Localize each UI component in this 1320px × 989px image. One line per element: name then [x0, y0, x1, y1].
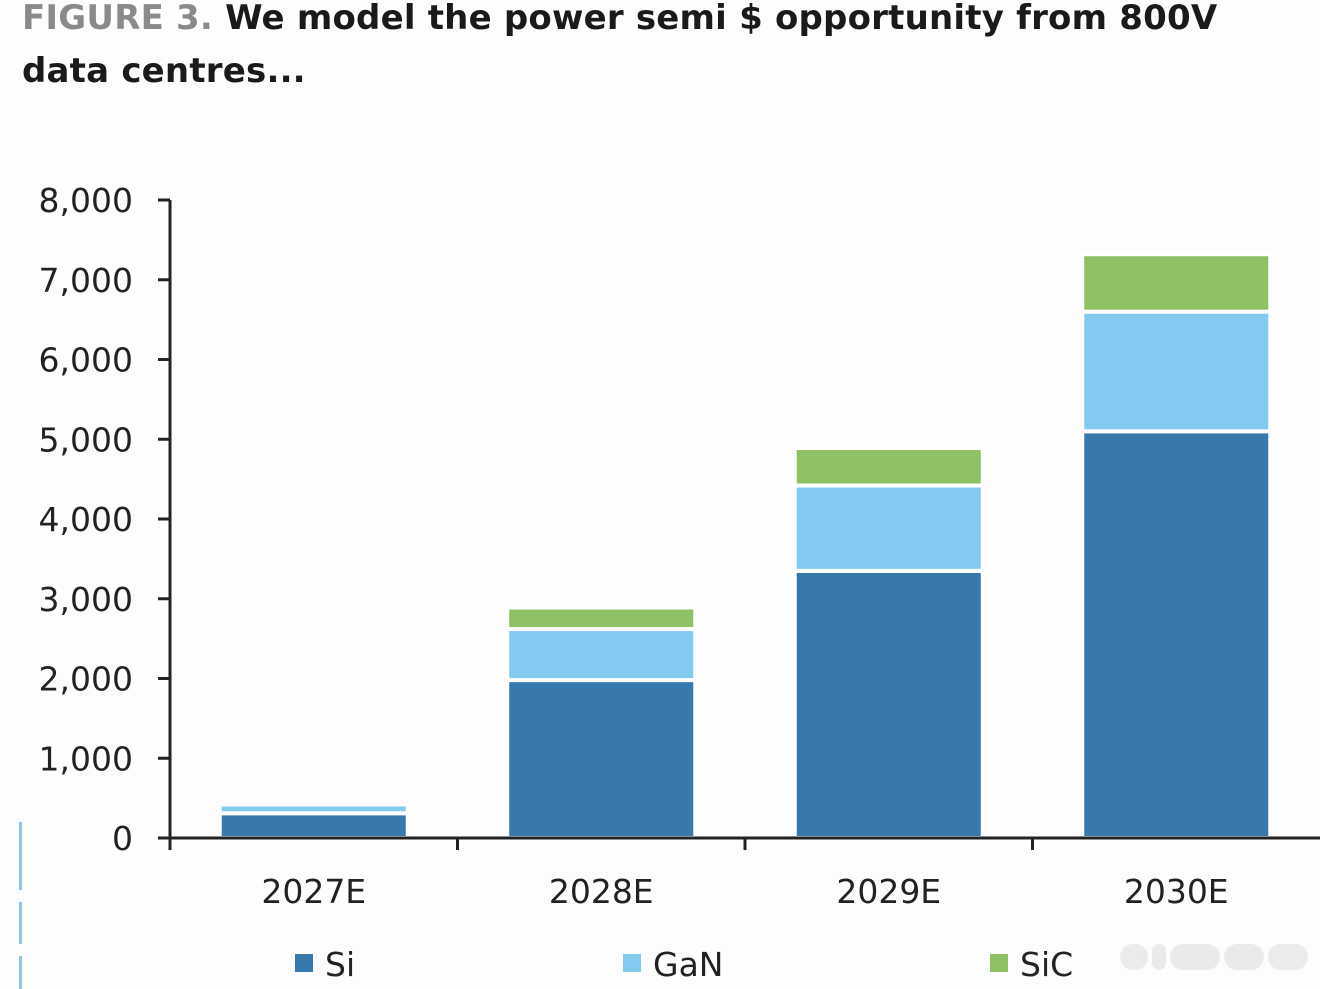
y-tick-label: 3,000 — [39, 580, 133, 619]
figure-title: FIGURE 3. We model the power semi $ oppo… — [22, 0, 1302, 98]
bar-segment-sic-2030e — [1080, 252, 1273, 314]
bar-segment-gan-2028e — [505, 627, 698, 683]
left-accent-rule — [19, 822, 22, 890]
x-tick-label: 2030E — [1124, 872, 1229, 911]
x-tick-label: 2029E — [836, 872, 941, 911]
bar-segment-sic-2028e — [505, 605, 698, 632]
bar-segment-si-2029e — [792, 568, 985, 841]
y-tick-label: 4,000 — [39, 500, 133, 539]
legend-swatch-gan — [623, 954, 641, 972]
bar-segment-si-2027e — [217, 811, 410, 841]
x-tick-label: 2028E — [549, 872, 654, 911]
y-tick-label: 1,000 — [39, 739, 133, 778]
legend-label-sic: SiC — [1020, 945, 1073, 984]
y-tick-label: 0 — [112, 819, 133, 858]
left-accent-rule — [19, 956, 22, 989]
legend-label-gan: GaN — [653, 945, 723, 984]
bar-segment-si-2030e — [1080, 429, 1273, 840]
bar-segment-si-2028e — [505, 678, 698, 840]
y-tick-label: 2,000 — [39, 660, 133, 699]
y-tick-label: 7,000 — [39, 261, 133, 300]
legend-swatch-si — [295, 954, 313, 972]
figure-label: FIGURE 3. — [22, 0, 214, 38]
y-tick-label: 5,000 — [39, 420, 133, 459]
y-tick-label: 6,000 — [39, 341, 133, 380]
bar-segment-gan-2027e — [217, 802, 410, 816]
y-tick-label: 8,000 — [39, 181, 133, 220]
legend-label-si: Si — [325, 945, 355, 984]
bar-segment-gan-2030e — [1080, 309, 1273, 434]
watermark — [1120, 942, 1310, 972]
bar-segment-gan-2029e — [792, 483, 985, 573]
legend-swatch-sic — [990, 954, 1008, 972]
figure-title-text: We model the power semi $ opportunity fr… — [22, 0, 1218, 91]
left-accent-rule — [19, 902, 22, 944]
x-tick-label: 2027E — [261, 872, 366, 911]
bar-segment-sic-2029e — [792, 446, 985, 488]
